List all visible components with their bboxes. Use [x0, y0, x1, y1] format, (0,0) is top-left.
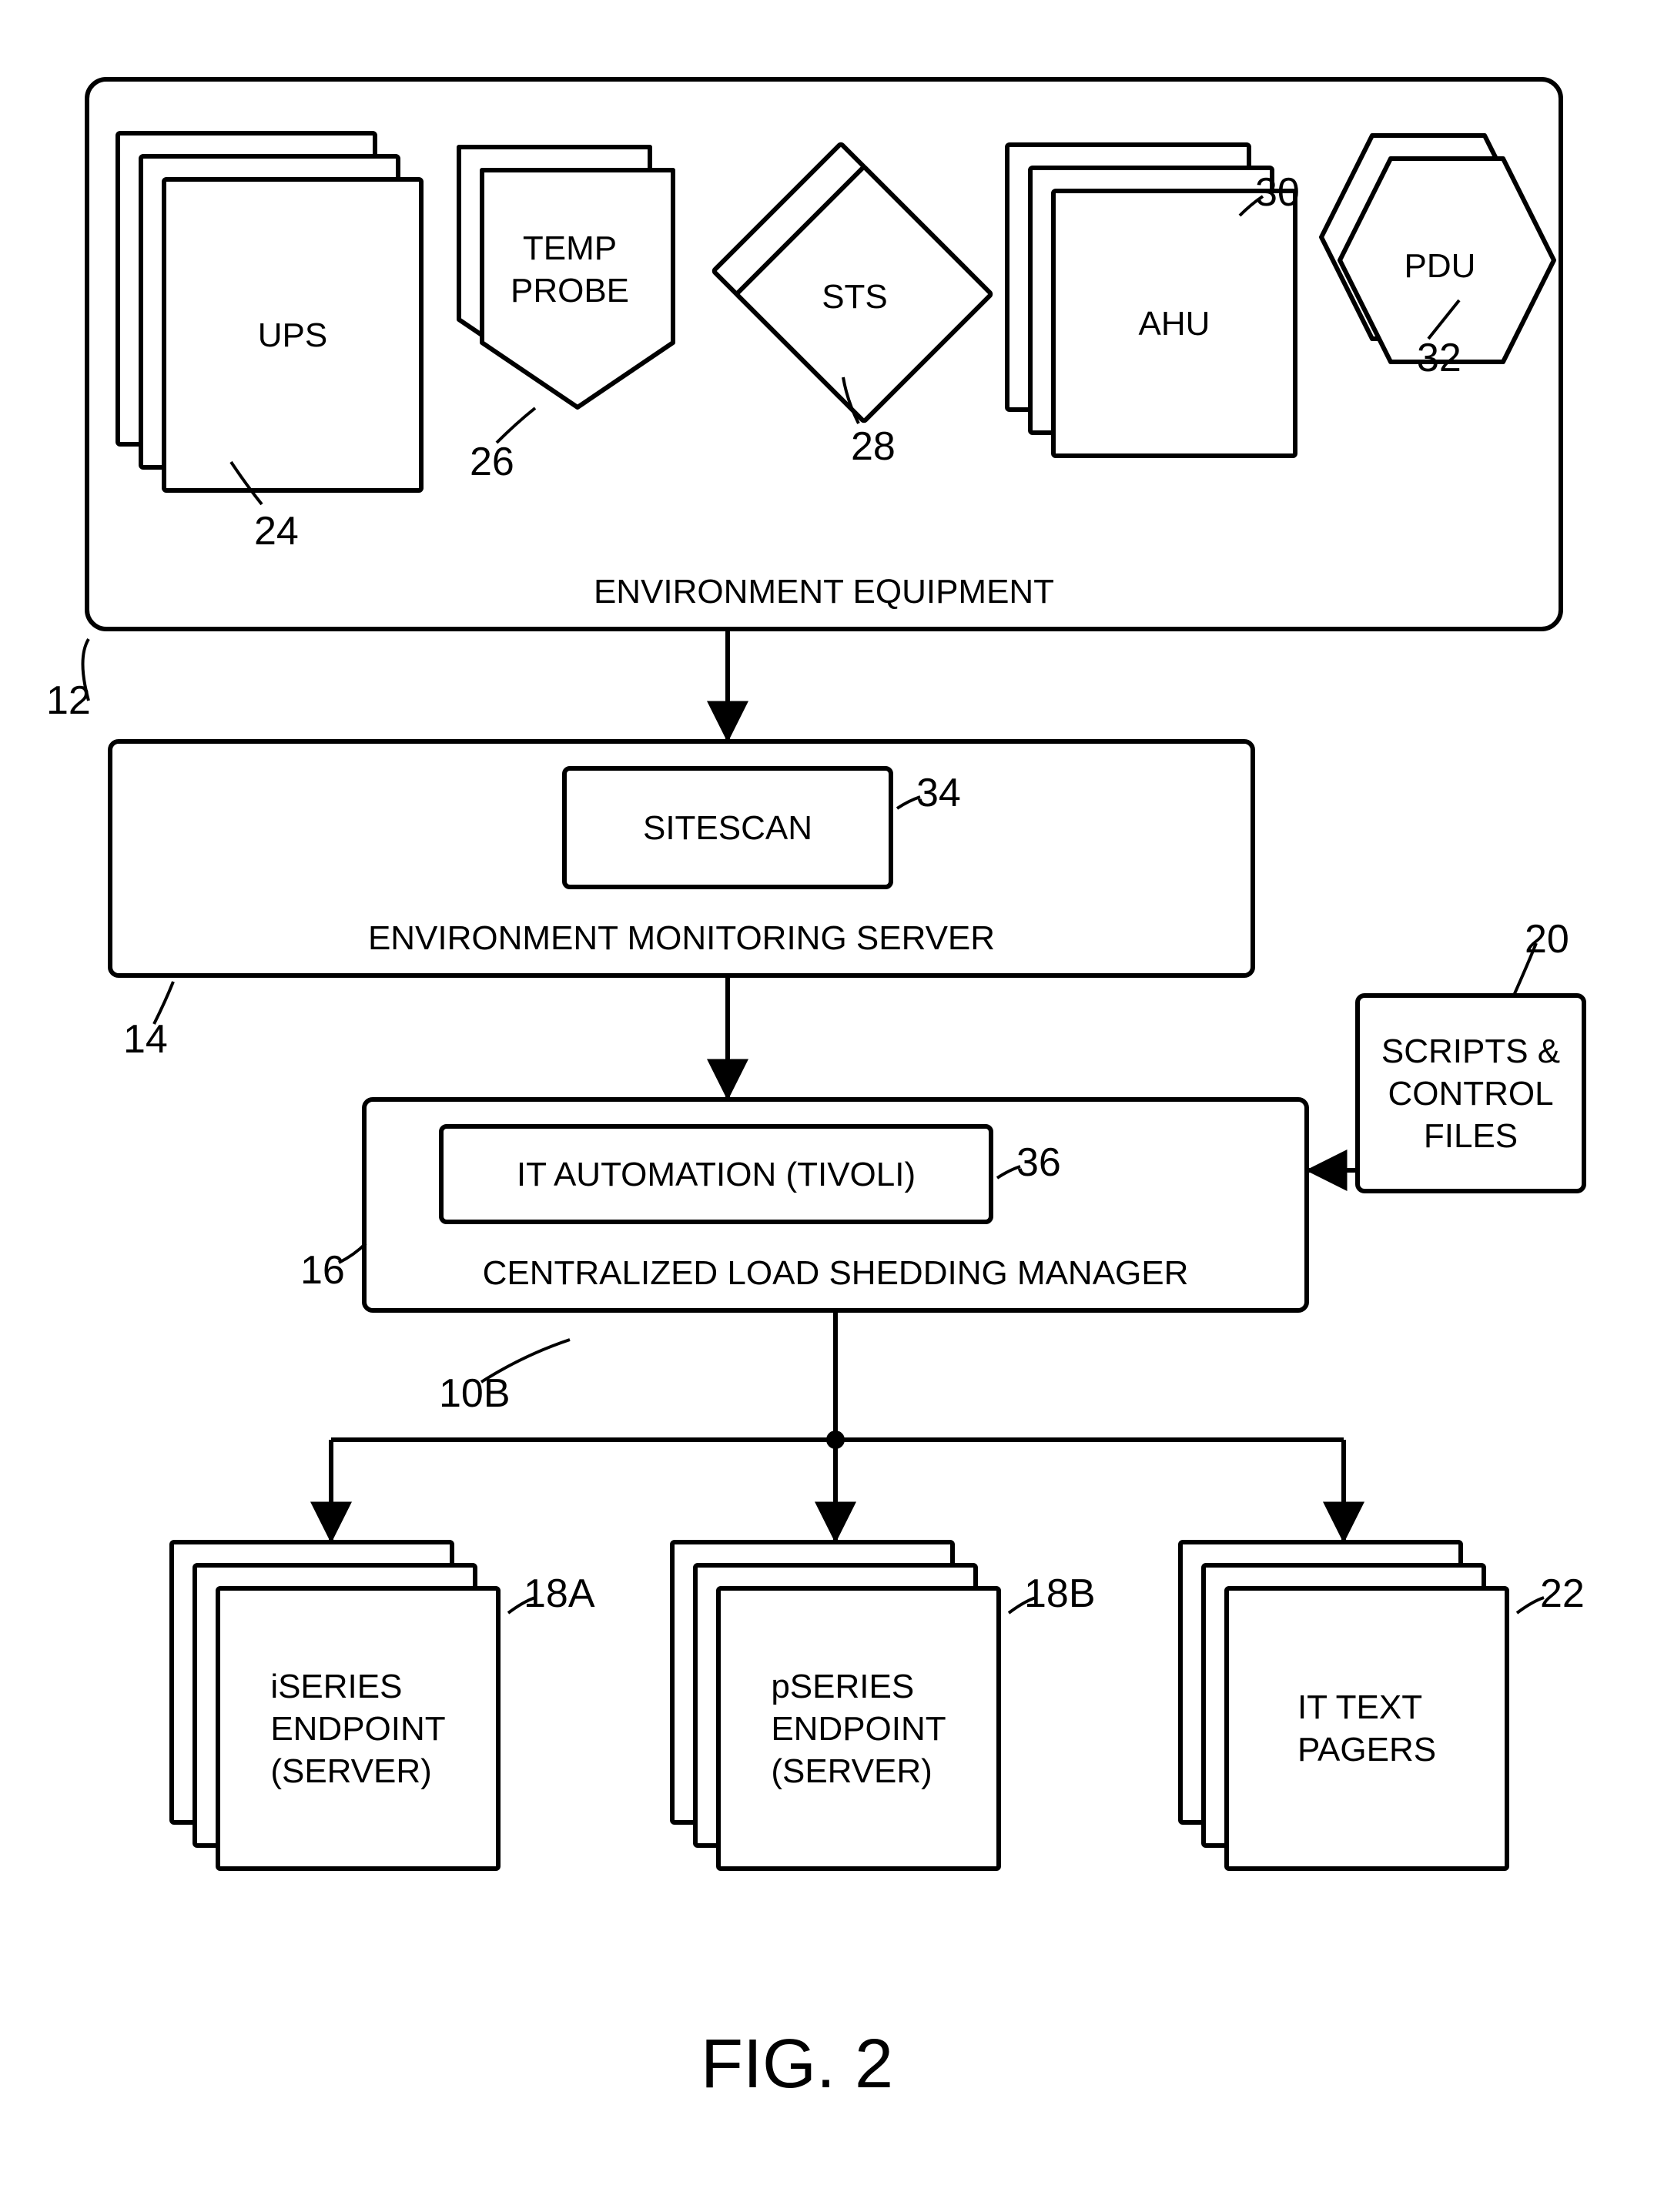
it-automation-box: IT AUTOMATION (TIVOLI): [439, 1124, 993, 1224]
temp-probe-label: TEMP PROBE: [470, 227, 670, 312]
system-ref: 10B: [439, 1370, 511, 1417]
environment-equipment-label: ENVIRONMENT EQUIPMENT: [594, 571, 1054, 613]
temp-probe-stack: TEMP PROBE: [454, 142, 685, 420]
sitescan-ref: 34: [916, 770, 961, 816]
pseries-label: pSERIES ENDPOINT (SERVER): [771, 1665, 946, 1792]
iseries-endpoint-stack: iSERIES ENDPOINT (SERVER): [169, 1540, 501, 1871]
iseries-label: iSERIES ENDPOINT (SERVER): [270, 1665, 445, 1792]
pagers-ref: 22: [1540, 1571, 1585, 1617]
scripts-label: SCRIPTS & CONTROL FILES: [1381, 1030, 1560, 1157]
monitoring-server-label: ENVIRONMENT MONITORING SERVER: [368, 917, 995, 959]
system-diagram: ENVIRONMENT EQUIPMENT UPS TEMP PROBE STS…: [31, 31, 1623, 2181]
env-panel-ref: 12: [46, 678, 91, 724]
it-automation-ref: 36: [1016, 1139, 1061, 1186]
ups-label: UPS: [258, 314, 327, 356]
pagers-label: IT TEXT PAGERS: [1297, 1686, 1436, 1771]
pseries-endpoint-stack: pSERIES ENDPOINT (SERVER): [670, 1540, 1001, 1871]
monitoring-server-ref: 14: [123, 1016, 168, 1062]
ahu-label: AHU: [1139, 303, 1210, 345]
it-automation-label: IT AUTOMATION (TIVOLI): [517, 1153, 916, 1196]
iseries-ref: 18A: [524, 1571, 595, 1617]
pdu-label: PDU: [1317, 245, 1563, 287]
sts-stack: STS: [716, 146, 993, 423]
temp-probe-ref: 26: [470, 439, 514, 485]
pagers-stack: IT TEXT PAGERS: [1178, 1540, 1509, 1871]
figure-label: FIG. 2: [701, 2025, 893, 2104]
sts-label: STS: [716, 276, 993, 318]
scripts-box: SCRIPTS & CONTROL FILES: [1355, 993, 1586, 1193]
load-shedding-ref: 16: [300, 1247, 345, 1293]
ups-ref: 24: [254, 508, 299, 554]
sitescan-label: SITESCAN: [643, 807, 812, 849]
pseries-ref: 18B: [1024, 1571, 1096, 1617]
scripts-ref: 20: [1525, 916, 1569, 962]
load-shedding-manager-label: CENTRALIZED LOAD SHEDDING MANAGER: [483, 1252, 1189, 1294]
ups-stack: UPS: [116, 131, 424, 493]
sts-ref: 28: [851, 423, 896, 470]
sitescan-box: SITESCAN: [562, 766, 893, 889]
ahu-ref: 30: [1255, 169, 1300, 216]
pdu-ref: 32: [1417, 335, 1461, 381]
